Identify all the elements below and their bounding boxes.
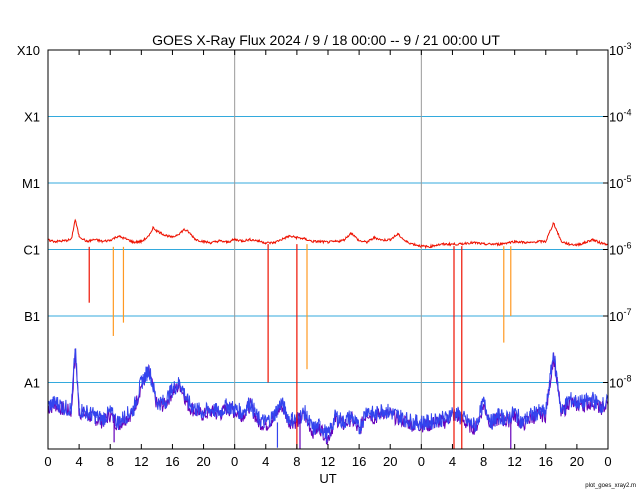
y-flux-label: 10-3 xyxy=(609,41,631,58)
x-tick-label: 12 xyxy=(321,454,335,469)
x-tick-label: 0 xyxy=(44,454,51,469)
x-tick-label: 8 xyxy=(293,454,300,469)
x-tick-label: 16 xyxy=(539,454,553,469)
x-tick-label: 0 xyxy=(604,454,611,469)
x-tick-label: 16 xyxy=(352,454,366,469)
x-tick-label: 20 xyxy=(383,454,397,469)
y-class-label: A1 xyxy=(24,376,40,391)
y-class-label: B1 xyxy=(24,309,40,324)
data-series xyxy=(47,218,609,449)
day-boundary-lines xyxy=(234,50,422,449)
y-class-label: M1 xyxy=(22,176,40,191)
x-tick-label: 20 xyxy=(196,454,210,469)
y-class-label: X1 xyxy=(24,110,40,125)
y-flux-label: 10-4 xyxy=(609,108,631,125)
chart-title: GOES X-Ray Flux 2024 / 9 / 18 00:00 -- 9… xyxy=(152,32,500,48)
x-tick-label: 20 xyxy=(570,454,584,469)
y-axis-flux-labels: 10-3 10-4 10-5 10-6 10-7 10-8 xyxy=(603,41,631,391)
y-flux-label: 10-6 xyxy=(609,241,631,258)
x-tick-label: 8 xyxy=(480,454,487,469)
series-line-long xyxy=(47,218,609,250)
y-class-label: X10 xyxy=(17,43,40,58)
x-tick-label: 4 xyxy=(262,454,269,469)
x-tick-label: 8 xyxy=(107,454,114,469)
x-tick-label: 16 xyxy=(165,454,179,469)
x-tick-label: 12 xyxy=(134,454,148,469)
x-tick-label: 12 xyxy=(507,454,521,469)
series-line-short xyxy=(47,348,609,443)
x-tick-label: 4 xyxy=(75,454,82,469)
plot-credit: plot_goes_xray2.m xyxy=(585,483,636,489)
x-tick-label: 0 xyxy=(418,454,425,469)
y-flux-label: 10-8 xyxy=(609,374,631,391)
y-axis-class-labels: X10 X1 M1 C1 B1 A1 xyxy=(17,43,40,391)
x-axis-label: UT xyxy=(319,471,336,486)
x-tick-label: 0 xyxy=(231,454,238,469)
x-axis-ticks: 0 4 8 12 16 20 0 4 8 12 16 20 0 4 8 12 16 20 0 xyxy=(44,50,612,469)
y-class-label: C1 xyxy=(23,243,40,258)
y-flux-label: 10-5 xyxy=(609,174,631,191)
y-flux-label: 10-7 xyxy=(609,307,631,324)
x-tick-label: 4 xyxy=(449,454,456,469)
class-gridlines xyxy=(48,116,608,383)
